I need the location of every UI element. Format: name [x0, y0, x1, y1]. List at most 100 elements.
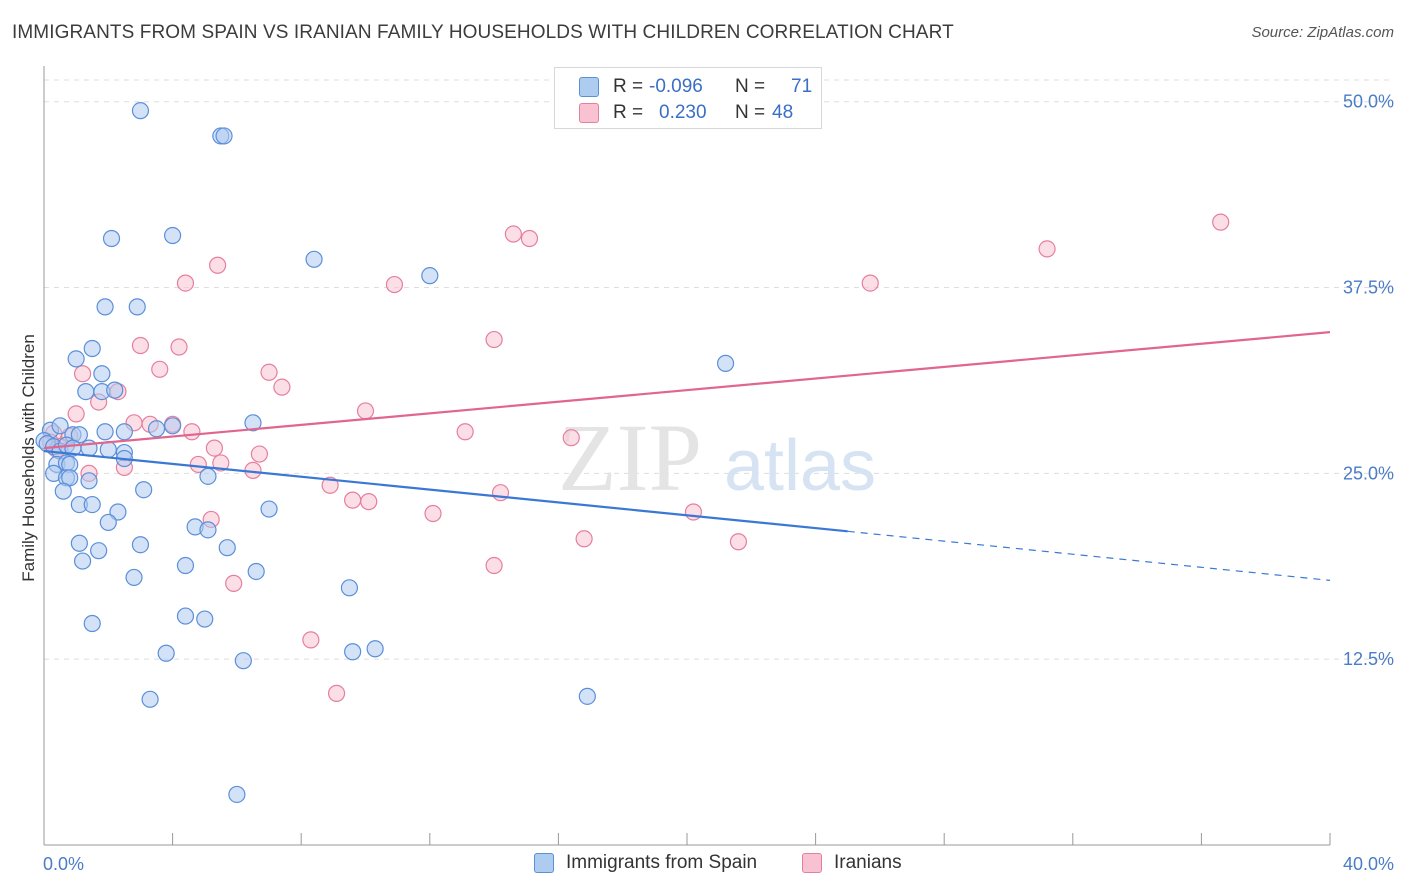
data-point [51, 417, 69, 435]
legend-swatch-iranians [802, 853, 822, 873]
data-point [456, 423, 474, 441]
data-point [215, 127, 233, 145]
data-point [504, 225, 522, 243]
data-point [684, 503, 703, 521]
data-point [93, 365, 111, 383]
legend-r-label: R = [613, 102, 644, 123]
data-point [729, 533, 748, 551]
data-point [83, 614, 101, 633]
data-point [562, 429, 580, 447]
data-point [321, 476, 339, 494]
data-point [128, 298, 146, 316]
legend-swatch-iranians [579, 103, 599, 123]
data-point [209, 256, 227, 274]
legend-n-label: N = [735, 76, 766, 97]
data-point [199, 467, 217, 485]
data-point [578, 687, 596, 705]
legend-label-spain: Immigrants from Spain [566, 852, 758, 873]
x-tick-label-max: 40.0% [1343, 854, 1394, 874]
data-point [199, 521, 217, 539]
data-point [485, 330, 503, 349]
data-point [273, 378, 291, 396]
y-tick-label: 37.5% [1343, 278, 1394, 298]
source-label: Source: ZipAtlas.com [1251, 24, 1394, 41]
legend-r-label: R = [613, 76, 644, 97]
data-point [234, 652, 252, 670]
y-tick-label: 25.0% [1343, 463, 1394, 483]
data-point [70, 534, 88, 552]
data-point [485, 556, 503, 575]
data-point [147, 420, 166, 438]
data-point [575, 530, 593, 548]
data-point [131, 336, 150, 355]
data-point [344, 643, 362, 661]
data-point [244, 414, 262, 432]
data-point [176, 556, 195, 575]
axes [43, 66, 1331, 846]
data-point [99, 440, 117, 459]
data-point [164, 417, 182, 435]
trend-line-iranians [43, 331, 1331, 450]
data-point [421, 267, 439, 285]
y-tick-label: 50.0% [1343, 92, 1394, 112]
data-point [228, 785, 246, 804]
data-point [356, 402, 375, 420]
data-point [141, 690, 159, 708]
data-point [218, 539, 236, 557]
data-point [250, 445, 269, 463]
watermark-zip: ZIP [558, 404, 702, 511]
legend-n-value: 71 [791, 76, 813, 97]
legend-r-value: 0.230 [659, 102, 707, 123]
legend-swatch-spain [534, 853, 554, 873]
data-point [302, 631, 320, 649]
data-point [176, 607, 195, 625]
data-point [164, 226, 182, 245]
data-point [716, 354, 735, 372]
data-point [260, 500, 278, 518]
y-tick-label: 12.5% [1343, 649, 1394, 669]
data-point [189, 455, 207, 474]
watermark-atlas: atlas [724, 426, 876, 506]
data-point [520, 229, 539, 248]
x-tick-label-min: 0.0% [43, 854, 84, 874]
data-point [260, 363, 278, 381]
data-point [83, 495, 101, 514]
data-point [366, 640, 384, 658]
data-point [131, 536, 150, 554]
chart-title: IMMIGRANTS FROM SPAIN VS IRANIAN FAMILY … [12, 22, 954, 43]
data-point [176, 274, 195, 292]
data-point [861, 274, 879, 292]
y-tick-labels: 12.5% 25.0% 37.5% 50.0% [1343, 92, 1394, 669]
data-point [212, 454, 230, 472]
data-point [196, 610, 214, 628]
data-point [305, 250, 323, 268]
trend-line-spain-extrapolated [847, 530, 1331, 581]
legend-r-value: -0.096 [649, 76, 703, 97]
data-point [77, 383, 95, 401]
data-point [67, 405, 85, 423]
grid-lines [44, 79, 1392, 660]
data-point [96, 423, 114, 441]
data-point [327, 684, 346, 702]
data-point [247, 562, 265, 581]
data-point [157, 644, 175, 662]
data-point [125, 568, 143, 587]
data-point [340, 579, 359, 597]
data-point [106, 381, 124, 399]
trend-lines [43, 331, 1331, 581]
data-point [360, 493, 378, 511]
data-point [170, 338, 188, 356]
data-point [205, 439, 223, 457]
data-point [67, 350, 85, 368]
data-point [183, 423, 201, 441]
data-point [54, 482, 72, 500]
data-point [73, 365, 92, 383]
data-point [73, 552, 92, 570]
y-axis-label: Family Households with Children [19, 334, 38, 582]
data-point [115, 423, 133, 441]
legend-n-label: N = [735, 102, 766, 123]
data-point [131, 102, 150, 120]
data-point [424, 504, 442, 523]
watermark: ZIP atlas [558, 404, 876, 511]
